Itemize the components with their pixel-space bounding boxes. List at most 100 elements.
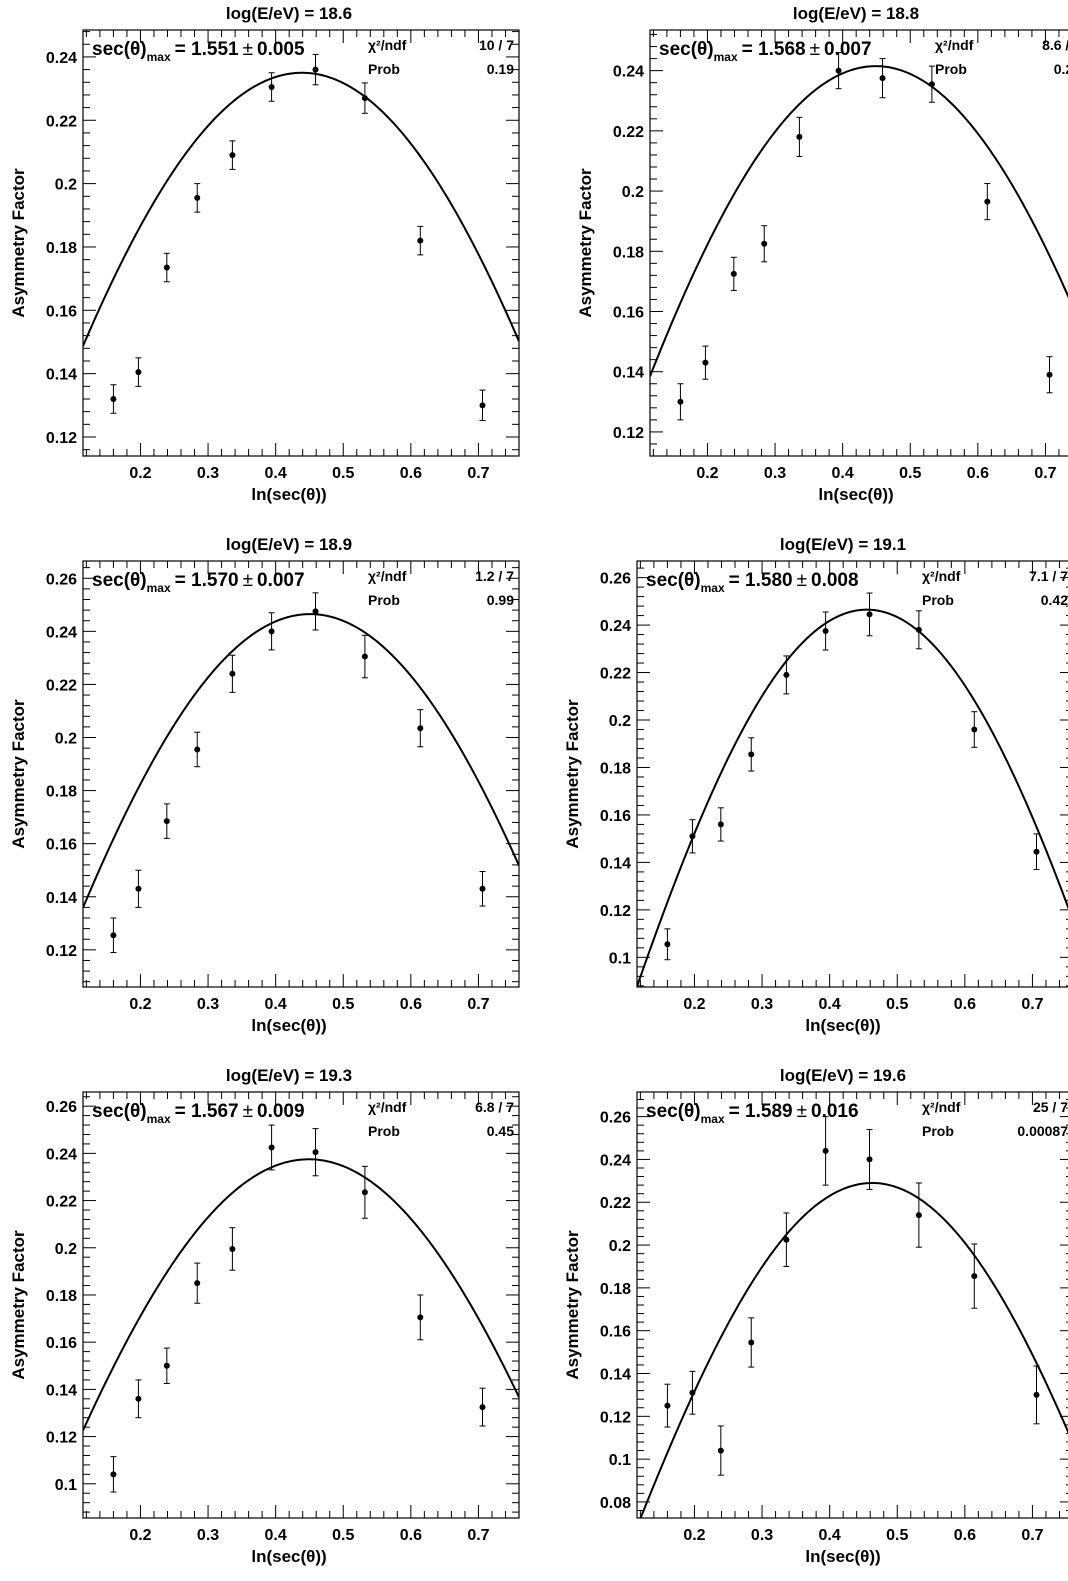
y-tick-label: 0.2 [622,184,644,201]
fit-plusminus: ± [810,39,820,60]
fit-plusminus: ± [797,1101,807,1122]
y-tick-label: 0.24 [613,64,644,81]
data-marker [748,751,755,758]
data-point [479,389,486,422]
y-tick-label: 0.12 [46,1430,77,1447]
data-marker [866,1156,873,1163]
chi2-label: χ²/ndf [922,1099,961,1115]
chi2-value: 10 / 7 [479,37,514,53]
data-marker [915,626,922,633]
data-marker [312,66,319,73]
data-marker [229,1245,236,1252]
chart-svg: log(E/eV) = 18.9 0.2 0.3 0.4 0.5 0.6 0.7 0.12 0.… [9,535,520,1035]
data-point [312,1128,319,1177]
prob-label: Prob [922,1123,954,1139]
data-point [1033,833,1040,871]
y-tick-label: 0.14 [600,1367,631,1384]
y-tick-label: 0.16 [46,1335,77,1352]
fit-curve [83,1158,519,1431]
data-marker [822,628,829,635]
data-marker [822,1147,829,1154]
prob-value: 0.28 [1054,61,1068,77]
data-point [135,357,142,387]
fit-result-text: sec(θ)max = 1.589 ±0.016 [646,1101,859,1126]
data-marker [110,395,117,402]
chi2-label: χ²/ndf [368,1099,407,1115]
data-point [194,1262,201,1304]
x-tick-label: 0.3 [764,465,786,482]
fit-curve [639,1181,1068,1518]
data-marker [689,1389,696,1396]
fit-error: 0.005 [257,39,305,60]
chi2-label: χ²/ndf [922,568,961,584]
data-point [110,917,117,953]
data-marker [417,237,424,244]
data-marker [717,1447,724,1454]
fit-max-subscript: max [714,50,738,64]
fit-plusminus: ± [797,570,807,591]
data-point [664,928,671,961]
data-point [915,1182,922,1248]
fit-value: = 1.567 [175,1101,239,1122]
fit-curve [83,71,519,347]
y-tick-label: 0.18 [600,760,631,777]
data-point [835,52,842,90]
x-tick-label: 0.6 [954,1527,976,1544]
data-marker [194,1280,201,1287]
chart-panel: log(E/eV) = 19.6 0.2 0.3 0.4 0.5 0.6 0.7 0.08 0.… [554,1062,1068,1581]
data-marker [783,1236,790,1243]
y-tick-label: 0.2 [55,731,77,748]
y-tick-label: 0.2 [55,1241,77,1258]
y-tick-label: 0.24 [600,618,631,635]
x-tick-label: 0.5 [332,1527,354,1544]
fit-value: = 1.580 [729,570,793,591]
data-point [229,1227,236,1271]
data-marker [717,821,724,828]
data-marker [1046,371,1053,378]
data-point [417,225,424,256]
data-marker [971,1273,978,1280]
data-marker [915,1212,922,1219]
chart-panel: log(E/eV) = 18.6 0.2 0.3 0.4 0.5 0.6 0.7 0.12 0.… [0,0,534,519]
y-tick-label: 0.24 [600,1152,631,1169]
data-marker [730,270,737,277]
chi2-label: χ²/ndf [368,568,407,584]
data-marker [268,628,275,635]
chi2-value: 7.1 / 7 [1029,568,1068,584]
fit-plusminus: ± [243,570,253,591]
data-point [312,53,319,86]
prob-label: Prob [935,61,967,77]
x-tick-label: 0.4 [819,1527,841,1544]
data-marker [928,81,935,88]
y-tick-label: 0.22 [600,1195,631,1212]
chart-title: log(E/eV) = 19.3 [226,1066,352,1085]
data-point [479,871,486,907]
data-marker [783,671,790,678]
chart-svg: log(E/eV) = 19.1 0.2 0.3 0.4 0.5 0.6 0.7 0.1 0.1… [563,535,1068,1035]
data-marker [110,932,117,939]
data-marker [312,608,319,615]
fit-max-subscript: max [701,1112,725,1126]
x-axis-label: ln(sec(θ)) [251,485,326,504]
x-tick-label: 0.5 [332,996,354,1013]
y-tick-label: 0.18 [613,244,644,261]
fit-error: 0.007 [824,39,872,60]
fit-curve [637,608,1068,987]
x-tick-label: 0.7 [1021,996,1043,1013]
fit-max-subscript: max [147,1112,171,1126]
data-marker [984,198,991,205]
prob-value: 0.45 [487,1123,514,1139]
data-point [717,1425,724,1476]
data-point [135,1379,142,1419]
data-marker [866,611,873,618]
y-axis-label: Asymmetry Factor [576,168,595,318]
data-marker [194,746,201,753]
data-marker [229,152,236,159]
data-point [268,612,275,651]
data-marker [229,670,236,677]
data-point [110,384,117,414]
data-point [110,1456,117,1493]
chi2-value: 8.6 / 7 [1042,37,1068,53]
x-axis-label: ln(sec(θ)) [818,485,893,504]
data-marker [664,1402,671,1409]
